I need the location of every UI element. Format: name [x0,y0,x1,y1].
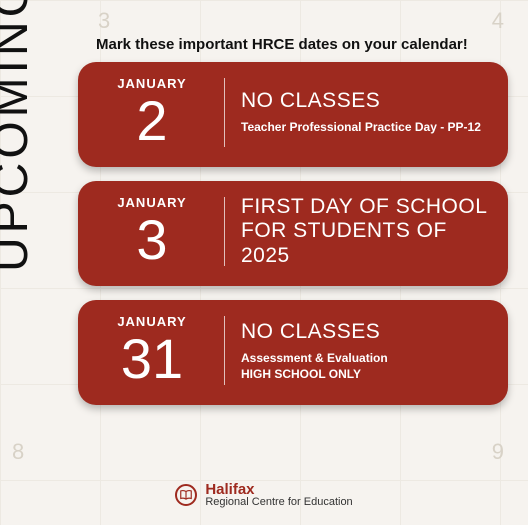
vertical-title-word1: UPCOMING [0,0,38,272]
vertical-title: UPCOMING EVENTS [0,0,36,272]
event-title: FIRST DAY OF SCHOOL FOR STUDENTS OF 2025 [241,195,490,267]
event-divider [224,316,225,385]
event-card: JANUARY 3 FIRST DAY OF SCHOOL FOR STUDEN… [78,181,508,286]
events-list: JANUARY 2 NO CLASSES Teacher Professiona… [78,62,508,419]
event-subtitle2: HIGH SCHOOL ONLY [241,367,490,381]
bg-calendar-number: 9 [492,439,504,465]
bg-calendar-number: 4 [492,8,504,34]
event-day: 31 [96,331,208,387]
bg-calendar-number: 3 [98,8,110,34]
event-date: JANUARY 3 [96,195,208,268]
headline-text: Mark these important HRCE dates on your … [96,36,504,53]
book-icon [175,484,197,506]
event-date: JANUARY 2 [96,76,208,149]
bg-calendar-number: 8 [12,439,24,465]
event-subtitle: Assessment & Evaluation [241,350,490,366]
event-divider [224,197,225,266]
event-date: JANUARY 31 [96,314,208,387]
event-text: FIRST DAY OF SCHOOL FOR STUDENTS OF 2025 [241,195,490,267]
event-card: JANUARY 31 NO CLASSES Assessment & Evalu… [78,300,508,405]
logo-line2: Regional Centre for Education [205,497,352,509]
hrce-logo: Halifax Regional Centre for Education [0,482,528,509]
event-text: NO CLASSES Assessment & Evaluation HIGH … [241,320,490,380]
event-text: NO CLASSES Teacher Professional Practice… [241,89,490,135]
event-subtitle: Teacher Professional Practice Day - PP-1… [241,119,490,135]
event-card: JANUARY 2 NO CLASSES Teacher Professiona… [78,62,508,167]
logo-text: Halifax Regional Centre for Education [205,482,352,509]
event-day: 3 [96,212,208,268]
event-day: 2 [96,93,208,149]
event-title: NO CLASSES [241,89,490,113]
event-title: NO CLASSES [241,320,490,344]
event-divider [224,78,225,147]
logo-line1: Halifax [205,482,352,498]
